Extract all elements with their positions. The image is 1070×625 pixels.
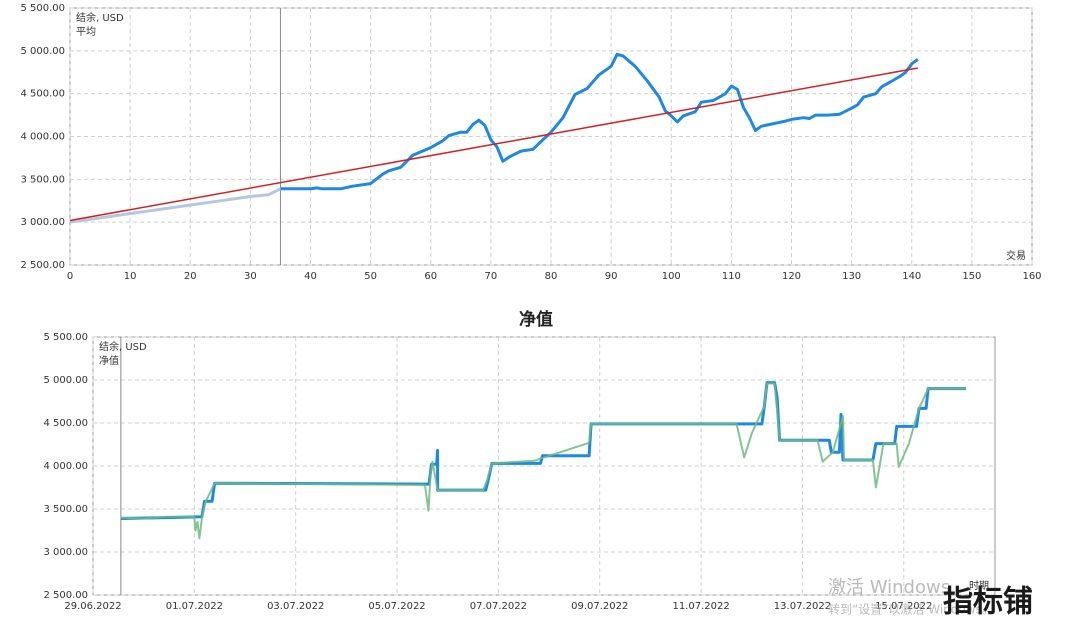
x-tick-label: 160 <box>1022 271 1041 282</box>
legend-entry: 平均 <box>76 26 96 38</box>
y-tick-label: 2 500.00 <box>20 260 65 271</box>
x-tick-label: 03.07.2022 <box>267 601 324 612</box>
x-axis-label: 时期 <box>969 580 989 592</box>
y-tick-label: 2 500.00 <box>43 590 88 601</box>
y-tick-label: 5 000.00 <box>20 46 65 57</box>
watermark: 转到“设置”以激活 Windows。 <box>828 602 994 617</box>
legend-entry: 结余, USD <box>99 340 147 353</box>
logo: 指标铺 <box>943 585 1033 620</box>
series-line <box>69 67 918 222</box>
x-tick-label: 120 <box>782 271 801 282</box>
x-tick-label: 0 <box>67 271 73 282</box>
x-tick-label: 90 <box>605 271 618 282</box>
x-tick-label: 110 <box>722 271 741 282</box>
x-tick-label: 40 <box>304 271 317 282</box>
x-axis-label: 交易 <box>1006 249 1026 262</box>
y-tick-label: 4 500.00 <box>20 89 65 100</box>
y-tick-label: 3 000.00 <box>43 547 88 558</box>
x-tick-label: 50 <box>364 271 377 282</box>
x-tick-label: 60 <box>424 271 437 282</box>
x-tick-label: 70 <box>485 271 498 282</box>
x-tick-label: 29.06.2022 <box>64 601 121 612</box>
x-tick-label: 140 <box>902 271 921 282</box>
y-tick-label: 4 000.00 <box>43 461 88 472</box>
x-tick-label: 09.07.2022 <box>571 601 628 612</box>
x-tick-label: 15.07.2022 <box>875 601 932 612</box>
watermark: 激活 Windows <box>828 577 950 598</box>
y-tick-label: 3 500.00 <box>43 504 88 515</box>
y-tick-label: 5 500.00 <box>43 332 88 343</box>
x-tick-label: 13.07.2022 <box>774 601 831 612</box>
x-tick-label: 01.07.2022 <box>166 601 223 612</box>
x-tick-label: 11.07.2022 <box>672 601 729 612</box>
x-tick-label: 150 <box>962 271 981 282</box>
x-tick-label: 130 <box>842 271 861 282</box>
chart-title: 净值 <box>519 309 553 330</box>
legend-entry: 净值 <box>99 354 119 367</box>
x-tick-label: 30 <box>244 271 257 282</box>
y-tick-label: 5 000.00 <box>43 375 88 386</box>
x-tick-label: 07.07.2022 <box>470 601 527 612</box>
x-tick-label: 05.07.2022 <box>368 601 425 612</box>
series-line <box>120 382 967 540</box>
legend-entry: 结余, USD <box>76 11 124 24</box>
x-tick-label: 10 <box>124 271 137 282</box>
y-tick-label: 4 000.00 <box>20 132 65 143</box>
y-tick-label: 4 500.00 <box>43 418 88 429</box>
y-tick-label: 3 000.00 <box>20 217 65 228</box>
x-tick-label: 20 <box>184 271 197 282</box>
x-tick-label: 100 <box>662 271 681 282</box>
y-tick-label: 3 500.00 <box>20 174 65 185</box>
series-line <box>69 52 919 224</box>
y-tick-label: 5 500.00 <box>20 3 65 14</box>
x-tick-label: 80 <box>545 271 558 282</box>
